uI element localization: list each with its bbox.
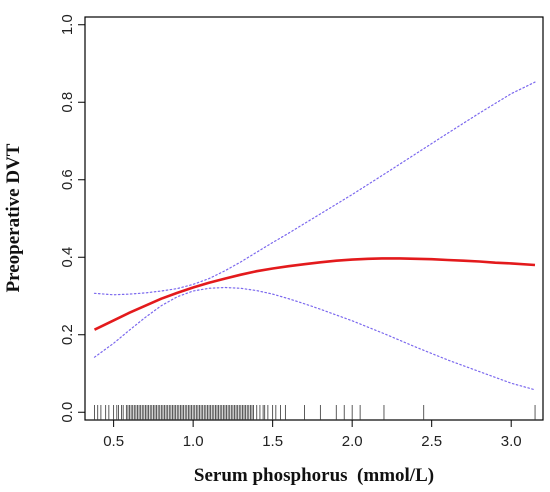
x-tick-label: 0.5: [103, 433, 124, 450]
series-group: [93, 81, 536, 391]
estimate-line: [93, 257, 536, 331]
x-axis-title: Serum phosphorus (mmol/L): [194, 465, 434, 486]
y-tick-label: 0.2: [59, 324, 76, 345]
lower-ci-line: [93, 286, 536, 391]
x-tick-label: 1.0: [183, 433, 204, 450]
x-tick-label: 2.5: [421, 433, 442, 450]
rug: [94, 405, 536, 420]
y-axis: 0.0 0.2 0.4 0.6 0.8 1.0: [59, 14, 86, 423]
y-tick-label: 1.0: [59, 14, 76, 35]
y-axis-title: Preoperative DVT: [3, 143, 24, 292]
x-tick-label: 3.0: [501, 433, 522, 450]
x-tick-label: 1.5: [262, 433, 283, 450]
y-tick-label: 0.6: [59, 169, 76, 190]
y-tick-label: 0.4: [59, 247, 76, 268]
upper-ci-line: [93, 81, 536, 296]
x-axis: 0.5 1.0 1.5 2.0 2.5 3.0: [103, 419, 522, 450]
x-tick-label: 2.0: [342, 433, 363, 450]
y-tick-label: 0.8: [59, 92, 76, 113]
y-tick-label: 0.0: [59, 402, 76, 423]
plot-box: [84, 16, 544, 421]
